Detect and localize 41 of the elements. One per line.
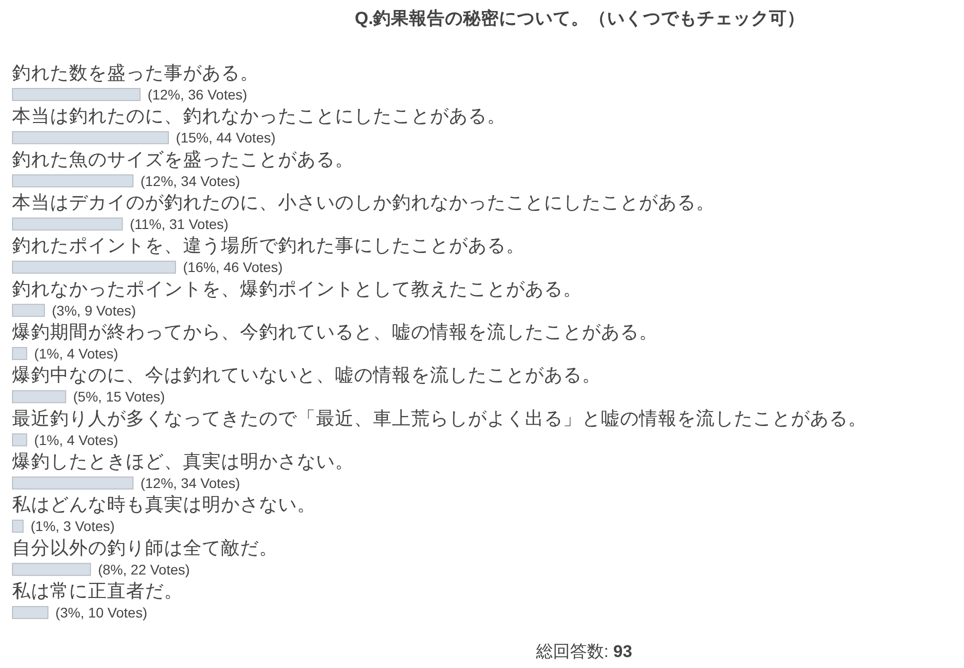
bar [12, 174, 134, 188]
data-label: (1%, 4 Votes) [34, 432, 118, 448]
y-tick-label: 自分以外の釣り師は全て敵だ。 [12, 536, 278, 558]
bar [12, 606, 48, 620]
y-tick-label: 釣れた数を盛った事がある。 [12, 62, 259, 83]
data-label: (12%, 34 Votes) [140, 172, 240, 189]
data-label: (12%, 36 Votes) [148, 86, 248, 102]
data-label: (16%, 46 Votes) [183, 259, 283, 276]
bar [12, 347, 28, 360]
bar [12, 131, 169, 144]
data-label: (3%, 10 Votes) [55, 604, 148, 621]
y-tick-label: 私は常に正直者だ。 [12, 580, 183, 602]
bar [12, 562, 91, 576]
data-label: (1%, 4 Votes) [34, 346, 118, 362]
data-label: (3%, 9 Votes) [52, 302, 136, 318]
bar [12, 476, 134, 490]
y-tick-label: 釣れたポイントを、違う場所で釣れた事にしたことがある。 [12, 234, 525, 256]
bar [12, 260, 176, 274]
bar [12, 88, 141, 101]
bar [12, 390, 66, 404]
y-tick-label: 爆釣したときほど、真実は明かさない。 [12, 450, 354, 472]
y-tick-label: 釣れた魚のサイズを盛ったことがある。 [12, 148, 354, 170]
y-tick-label: 最近釣り人が多くなってきたので「最近、車上荒らしがよく出る」と嘘の情報を流したことがある。 [12, 407, 867, 428]
y-tick-label: 爆釣期間が終わってから、今釣れていると、嘘の情報を流したことがある。 [12, 321, 658, 342]
data-label: (1%, 3 Votes) [30, 518, 115, 534]
data-label: (11%, 31 Votes) [130, 216, 228, 232]
y-tick-label: 本当は釣れたのに、釣れなかったことにしたことがある。 [12, 105, 506, 126]
y-tick-label: 釣れなかったポイントを、爆釣ポイントとして教えたことがある。 [12, 278, 582, 299]
data-label: (8%, 22 Votes) [98, 561, 190, 578]
bar [12, 433, 28, 446]
data-label: (12%, 34 Votes) [140, 475, 240, 492]
data-label: (15%, 44 Votes) [176, 130, 276, 146]
bar [12, 218, 123, 231]
text: 総回答数: 93 [534, 642, 632, 661]
data-label: (5%, 15 Votes) [73, 388, 165, 405]
text: Q.釣果報告の秘密について。（いくつでもチェック可） [354, 8, 806, 28]
y-tick-label: 爆釣中なのに、今は釣れていないと、嘘の情報を流したことがある。 [12, 364, 601, 386]
bar [12, 520, 24, 533]
y-tick-label: 私はどんな時も真実は明かさない。 [12, 494, 316, 515]
bar [12, 304, 45, 317]
y-tick-label: 本当はデカイのが釣れたのに、小さいのしか釣れなかったことにしたことがある。 [12, 192, 715, 213]
